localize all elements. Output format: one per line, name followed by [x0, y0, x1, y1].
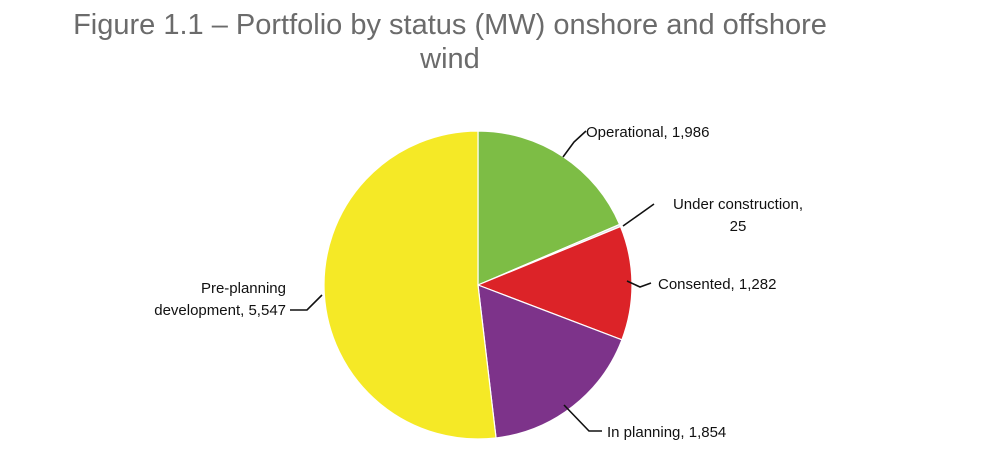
leader-lines	[290, 130, 655, 432]
leader-line-in-planning	[563, 404, 602, 432]
leader-line-operational	[562, 130, 587, 158]
slice-label-line: development, 5,547	[154, 302, 286, 319]
slice-label-under-construction: Under construction, 25	[673, 196, 803, 235]
slice-pre-planning-development	[323, 130, 497, 440]
slice-in-planning	[477, 284, 623, 439]
slice-label-line: Pre-planning	[201, 280, 286, 297]
leader-line-pre-planning-development	[290, 294, 323, 311]
slice-label-operational: Operational, 1,986	[586, 124, 709, 141]
slice-label-pre-planning-development: Pre-planning development, 5,547	[154, 280, 286, 319]
leader-line-under-construction	[622, 203, 655, 227]
slice-label-line: Under construction,	[673, 196, 803, 213]
slice-label-line: In planning, 1,854	[607, 424, 726, 441]
chart-title-line-2: wind	[420, 43, 480, 75]
slice-label-in-planning: In planning, 1,854	[607, 424, 726, 441]
slice-labels: Operational, 1,986 Under construction, 25 C…	[154, 124, 803, 441]
slice-label-line: 25	[730, 218, 747, 235]
leader-line-consented	[626, 280, 652, 288]
slice-label-line: Consented, 1,282	[658, 276, 776, 293]
chart-title-line-1: Figure 1.1 – Portfolio by status (MW) on…	[73, 9, 827, 41]
chart-title: Figure 1.1 – Portfolio by status (MW) on…	[20, 8, 880, 76]
slice-label-line: Operational, 1,986	[586, 124, 709, 141]
slice-label-consented: Consented, 1,282	[658, 276, 776, 293]
pie-slices	[323, 130, 633, 440]
